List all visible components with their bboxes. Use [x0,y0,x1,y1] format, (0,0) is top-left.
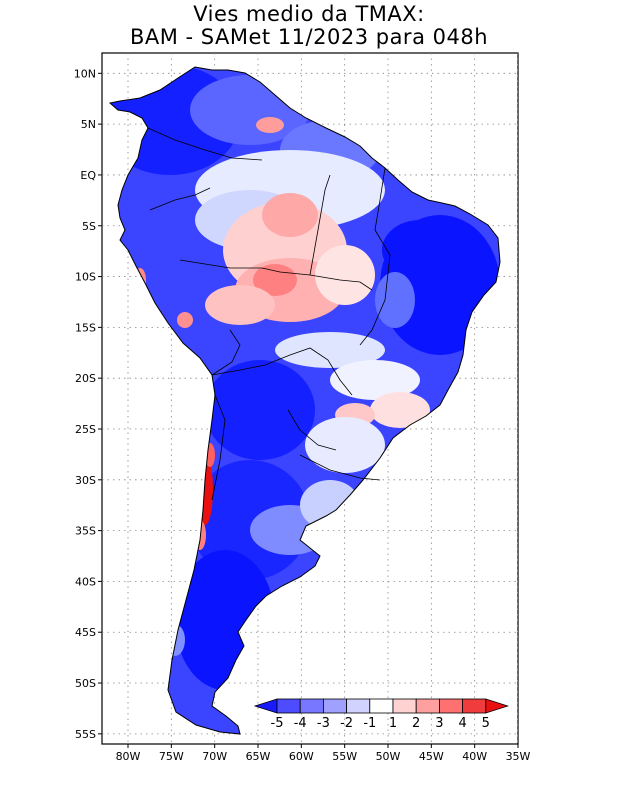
colorbar-swatch [299,698,324,714]
colorbar-label: 4 [458,716,466,731]
country-borders [147,127,391,501]
map-title-line1: Vies medio da TMAX: [193,2,425,26]
lat-tick-label: 15S [75,321,96,334]
colorbar-swatch [415,698,440,714]
lat-tick-label: 10N [74,67,96,80]
lon-tick-label: 75W [159,750,184,763]
colorbar-label: -2 [340,716,353,731]
colorbar-label: -3 [317,716,330,731]
colorbar-swatch [438,698,463,714]
lon-tick-label: 60W [289,750,314,763]
colorbar-label: 2 [412,716,420,731]
colorbar-label: 5 [482,716,490,731]
colorbar-swatch [369,698,394,714]
lat-tick-label: 10S [75,271,96,284]
colorbar-label: -4 [294,716,307,731]
colorbar-swatch [392,698,417,714]
colorbar-swatch [322,698,347,714]
lat-tick-label: 35S [75,525,96,538]
colorbar-label: 1 [389,716,397,731]
colorbar-max-arrow [485,698,510,714]
lon-tick-label: 40W [462,750,487,763]
colorbar: -5 -4 -3 -2 -1 1 2 3 4 5 [253,698,510,731]
lat-tick-label: 25S [75,423,96,436]
longitude-axis: 80W 75W 70W 65W 60W 55W 50W 45W 40W 35W [116,744,531,763]
lat-tick-label: 40S [75,575,96,588]
lon-tick-label: 70W [202,750,227,763]
lat-tick-label: 20S [75,372,96,385]
colorbar-label: -5 [271,716,284,731]
lon-tick-label: 35W [506,750,531,763]
lon-tick-label: 45W [419,750,444,763]
colorbar-swatch [346,698,371,714]
lat-tick-label: 30S [75,474,96,487]
latitude-axis: 10N 5N EQ 5S 10S 15S 20S 25S 30S 35S 40S 45S 50S 55S [74,67,102,741]
lon-tick-label: 65W [246,750,271,763]
map-title-line2: BAM - SAMet 11/2023 para 048h [129,25,489,49]
colorbar-label: -1 [363,716,376,731]
lon-tick-label: 50W [376,750,401,763]
colorbar-swatch [462,698,487,714]
lat-tick-label: EQ [80,169,96,182]
colorbar-label: 3 [435,716,443,731]
lon-tick-label: 80W [116,750,141,763]
lat-tick-label: 45S [75,626,96,639]
lat-tick-label: 5S [82,220,96,233]
colorbar-swatch [276,698,301,714]
lat-tick-label: 55S [75,728,96,741]
lat-tick-label: 50S [75,677,96,690]
lon-tick-label: 55W [332,750,357,763]
lat-tick-label: 5N [81,118,96,131]
